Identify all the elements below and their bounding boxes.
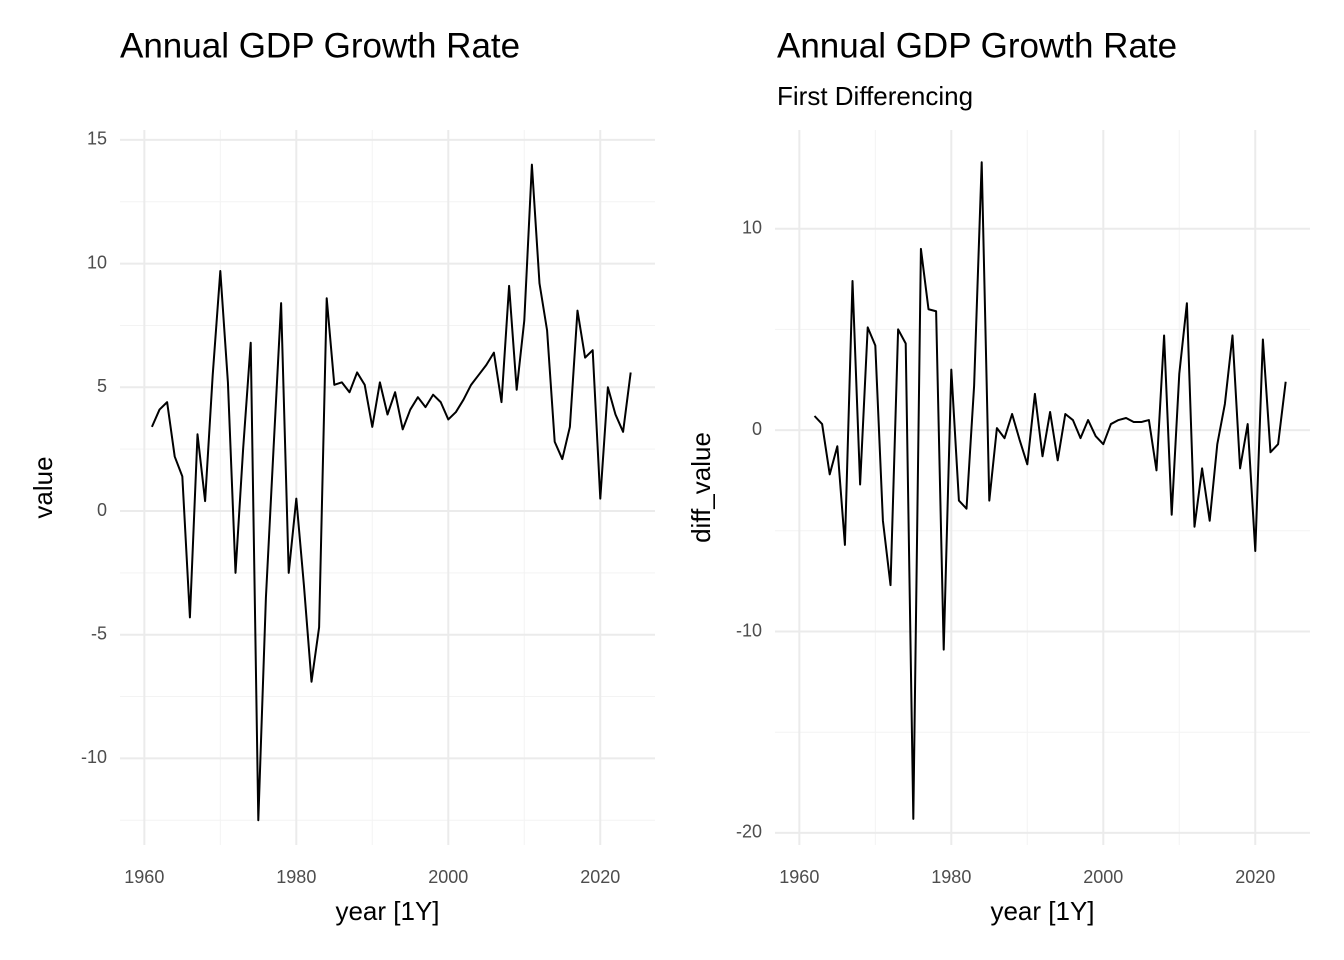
x-axis-title: year [1Y]	[990, 896, 1094, 926]
line	[813, 161, 1287, 820]
x-tick-label: 1960	[124, 867, 164, 887]
y-tick-label: 0	[97, 500, 107, 520]
x-tick-label: 1980	[276, 867, 316, 887]
y-axis-title: diff_value	[686, 432, 716, 543]
y-tick-label: -20	[736, 822, 762, 842]
chart-subtitle: First Differencing	[777, 81, 973, 111]
y-tick-label: 10	[87, 252, 107, 272]
x-tick-label: 2020	[1235, 867, 1275, 887]
y-axis-title: value	[28, 456, 58, 518]
x-tick-label: 2000	[428, 867, 468, 887]
chart-title: Annual GDP Growth Rate	[120, 26, 520, 65]
y-tick-label: 0	[752, 419, 762, 439]
y-tick-label: -5	[91, 623, 107, 643]
y-tick-label: 10	[742, 217, 762, 237]
y-tick-label: -10	[81, 747, 107, 767]
x-axis-title: year [1Y]	[335, 896, 439, 926]
x-tick-label: 1960	[779, 867, 819, 887]
line	[151, 163, 632, 822]
x-tick-label: 1980	[931, 867, 971, 887]
x-tick-label: 2020	[580, 867, 620, 887]
y-tick-label: 5	[97, 376, 107, 396]
y-tick-label: -10	[736, 620, 762, 640]
x-tick-label: 2000	[1083, 867, 1123, 887]
y-tick-label: 15	[87, 129, 107, 149]
chart-title: Annual GDP Growth Rate	[777, 26, 1177, 65]
